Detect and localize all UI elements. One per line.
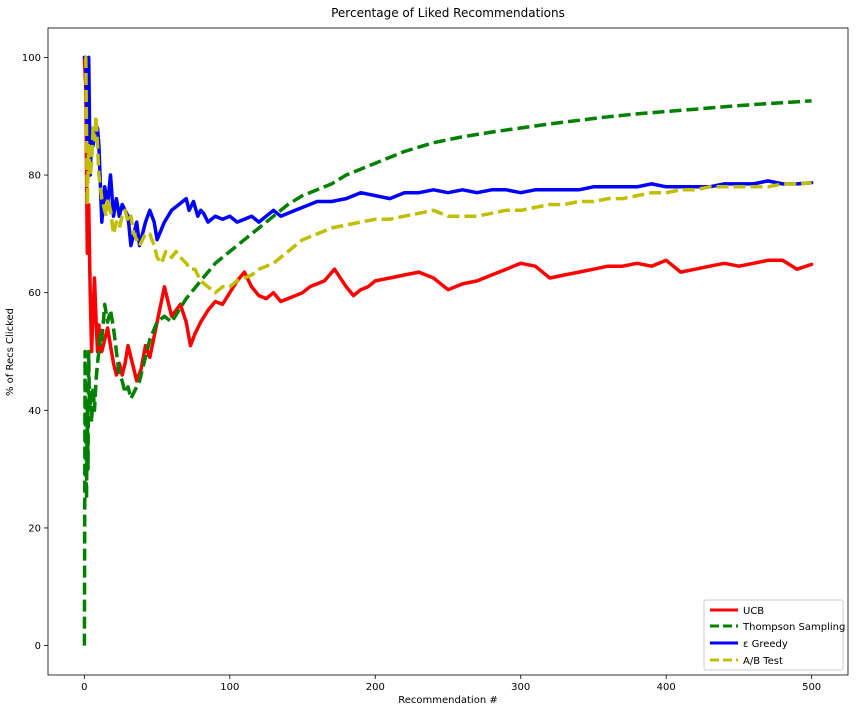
legend-label-ucb: UCB (743, 606, 764, 617)
x-tick-label: 0 (81, 682, 87, 693)
x-tick-label: 500 (802, 682, 821, 693)
series-line-a-b-test (84, 55, 812, 295)
x-tick-label: 200 (366, 682, 385, 693)
y-tick-label: 0 (35, 641, 41, 652)
legend-label-abtest: A/B Test (743, 656, 783, 667)
legend-label-egreedy: ε Greedy (743, 639, 788, 650)
x-tick-label: 100 (220, 682, 239, 693)
y-axis-label: % of Recs Clicked (5, 308, 16, 396)
plot-frame (47, 27, 849, 676)
y-tick-label: 80 (28, 171, 41, 182)
legend-box (703, 599, 844, 671)
series-line-ucb (82, 55, 814, 383)
y-axis: 0 20 40 60 80 100 (22, 53, 48, 652)
y-tick-label: 40 (28, 406, 41, 417)
series-line-greedy (82, 55, 814, 248)
y-tick-label: 20 (28, 523, 41, 534)
legend: UCB Thompson Sampling ε Greedy A/B Test (703, 599, 845, 671)
y-tick-label: 60 (28, 288, 41, 299)
y-tick-label: 100 (22, 53, 41, 64)
x-axis: 0 100 200 300 400 500 (81, 675, 821, 693)
x-tick-label: 400 (657, 682, 676, 693)
series-line-thompson-sampling (82, 99, 812, 646)
legend-label-thompson: Thompson Sampling (742, 622, 845, 633)
chart-title: Percentage of Liked Recommendations (331, 6, 565, 20)
plot-lines (82, 55, 814, 646)
x-tick-label: 300 (511, 682, 530, 693)
x-axis-label: Recommendation # (398, 695, 497, 706)
